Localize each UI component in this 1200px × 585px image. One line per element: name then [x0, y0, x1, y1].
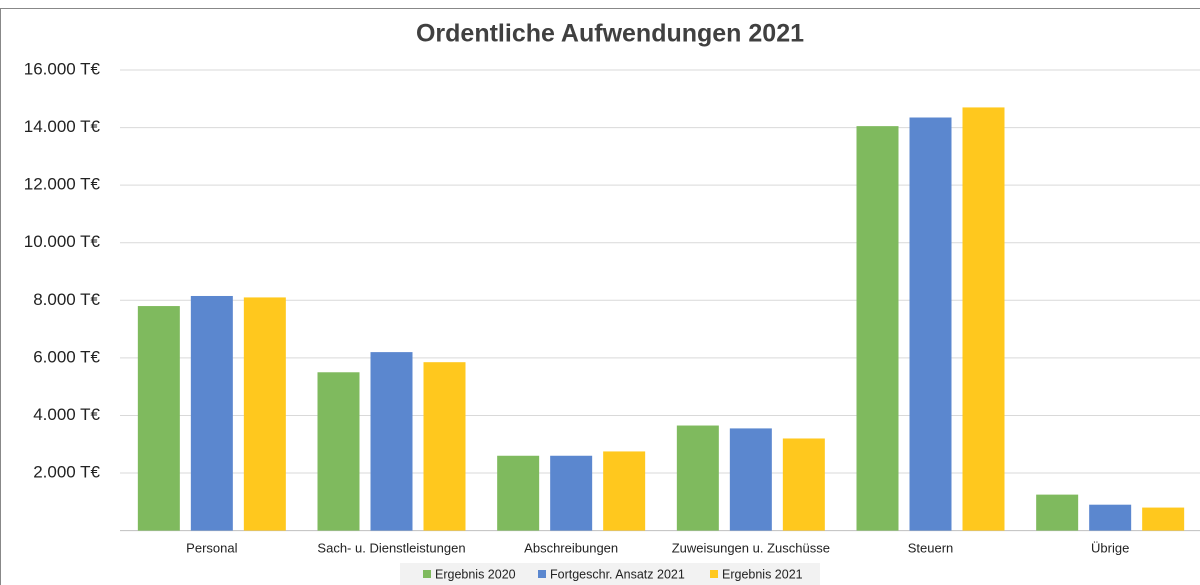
bar — [909, 117, 952, 531]
bar — [729, 428, 772, 531]
bar — [317, 372, 360, 531]
bar — [370, 352, 413, 531]
bar — [1036, 494, 1079, 531]
legend-swatch — [538, 570, 546, 578]
bar — [676, 425, 719, 531]
y-tick-label: 4.000 T€ — [33, 405, 100, 424]
bar — [856, 126, 899, 531]
x-tick-label: Zuweisungen u. Zuschüsse — [672, 540, 830, 555]
bar — [782, 438, 825, 531]
chart-frame — [0, 8, 1200, 585]
x-tick-label: Abschreibungen — [524, 540, 618, 555]
bar — [962, 107, 1005, 531]
bar — [550, 455, 593, 531]
bar — [1142, 507, 1185, 531]
y-tick-label: 12.000 T€ — [24, 175, 101, 194]
bar — [423, 362, 466, 531]
y-tick-label: 10.000 T€ — [24, 232, 101, 251]
legend-swatch — [710, 570, 718, 578]
y-tick-label: 6.000 T€ — [33, 347, 100, 366]
x-tick-label: Personal — [186, 540, 237, 555]
y-tick-label: 8.000 T€ — [33, 290, 100, 309]
chart-title: Ordentliche Aufwendungen 2021 — [416, 20, 804, 48]
legend-swatch — [423, 570, 431, 578]
legend-label: Fortgeschr. Ansatz 2021 — [550, 567, 685, 581]
bar — [190, 295, 233, 531]
x-tick-label: Sach- u. Dienstleistungen — [317, 540, 465, 555]
bar — [1089, 504, 1132, 531]
x-tick-label: Steuern — [908, 540, 954, 555]
legend-background — [400, 563, 820, 585]
y-tick-label: 16.000 T€ — [24, 59, 101, 78]
bar — [497, 455, 540, 531]
y-tick-label: 14.000 T€ — [24, 117, 101, 136]
bar — [243, 297, 286, 531]
legend-label: Ergebnis 2020 — [435, 567, 516, 581]
y-tick-label: 2.000 T€ — [33, 463, 100, 482]
bar — [603, 451, 646, 531]
legend-label: Ergebnis 2021 — [722, 567, 803, 581]
bar — [137, 306, 180, 531]
x-tick-label: Übrige — [1091, 540, 1129, 555]
